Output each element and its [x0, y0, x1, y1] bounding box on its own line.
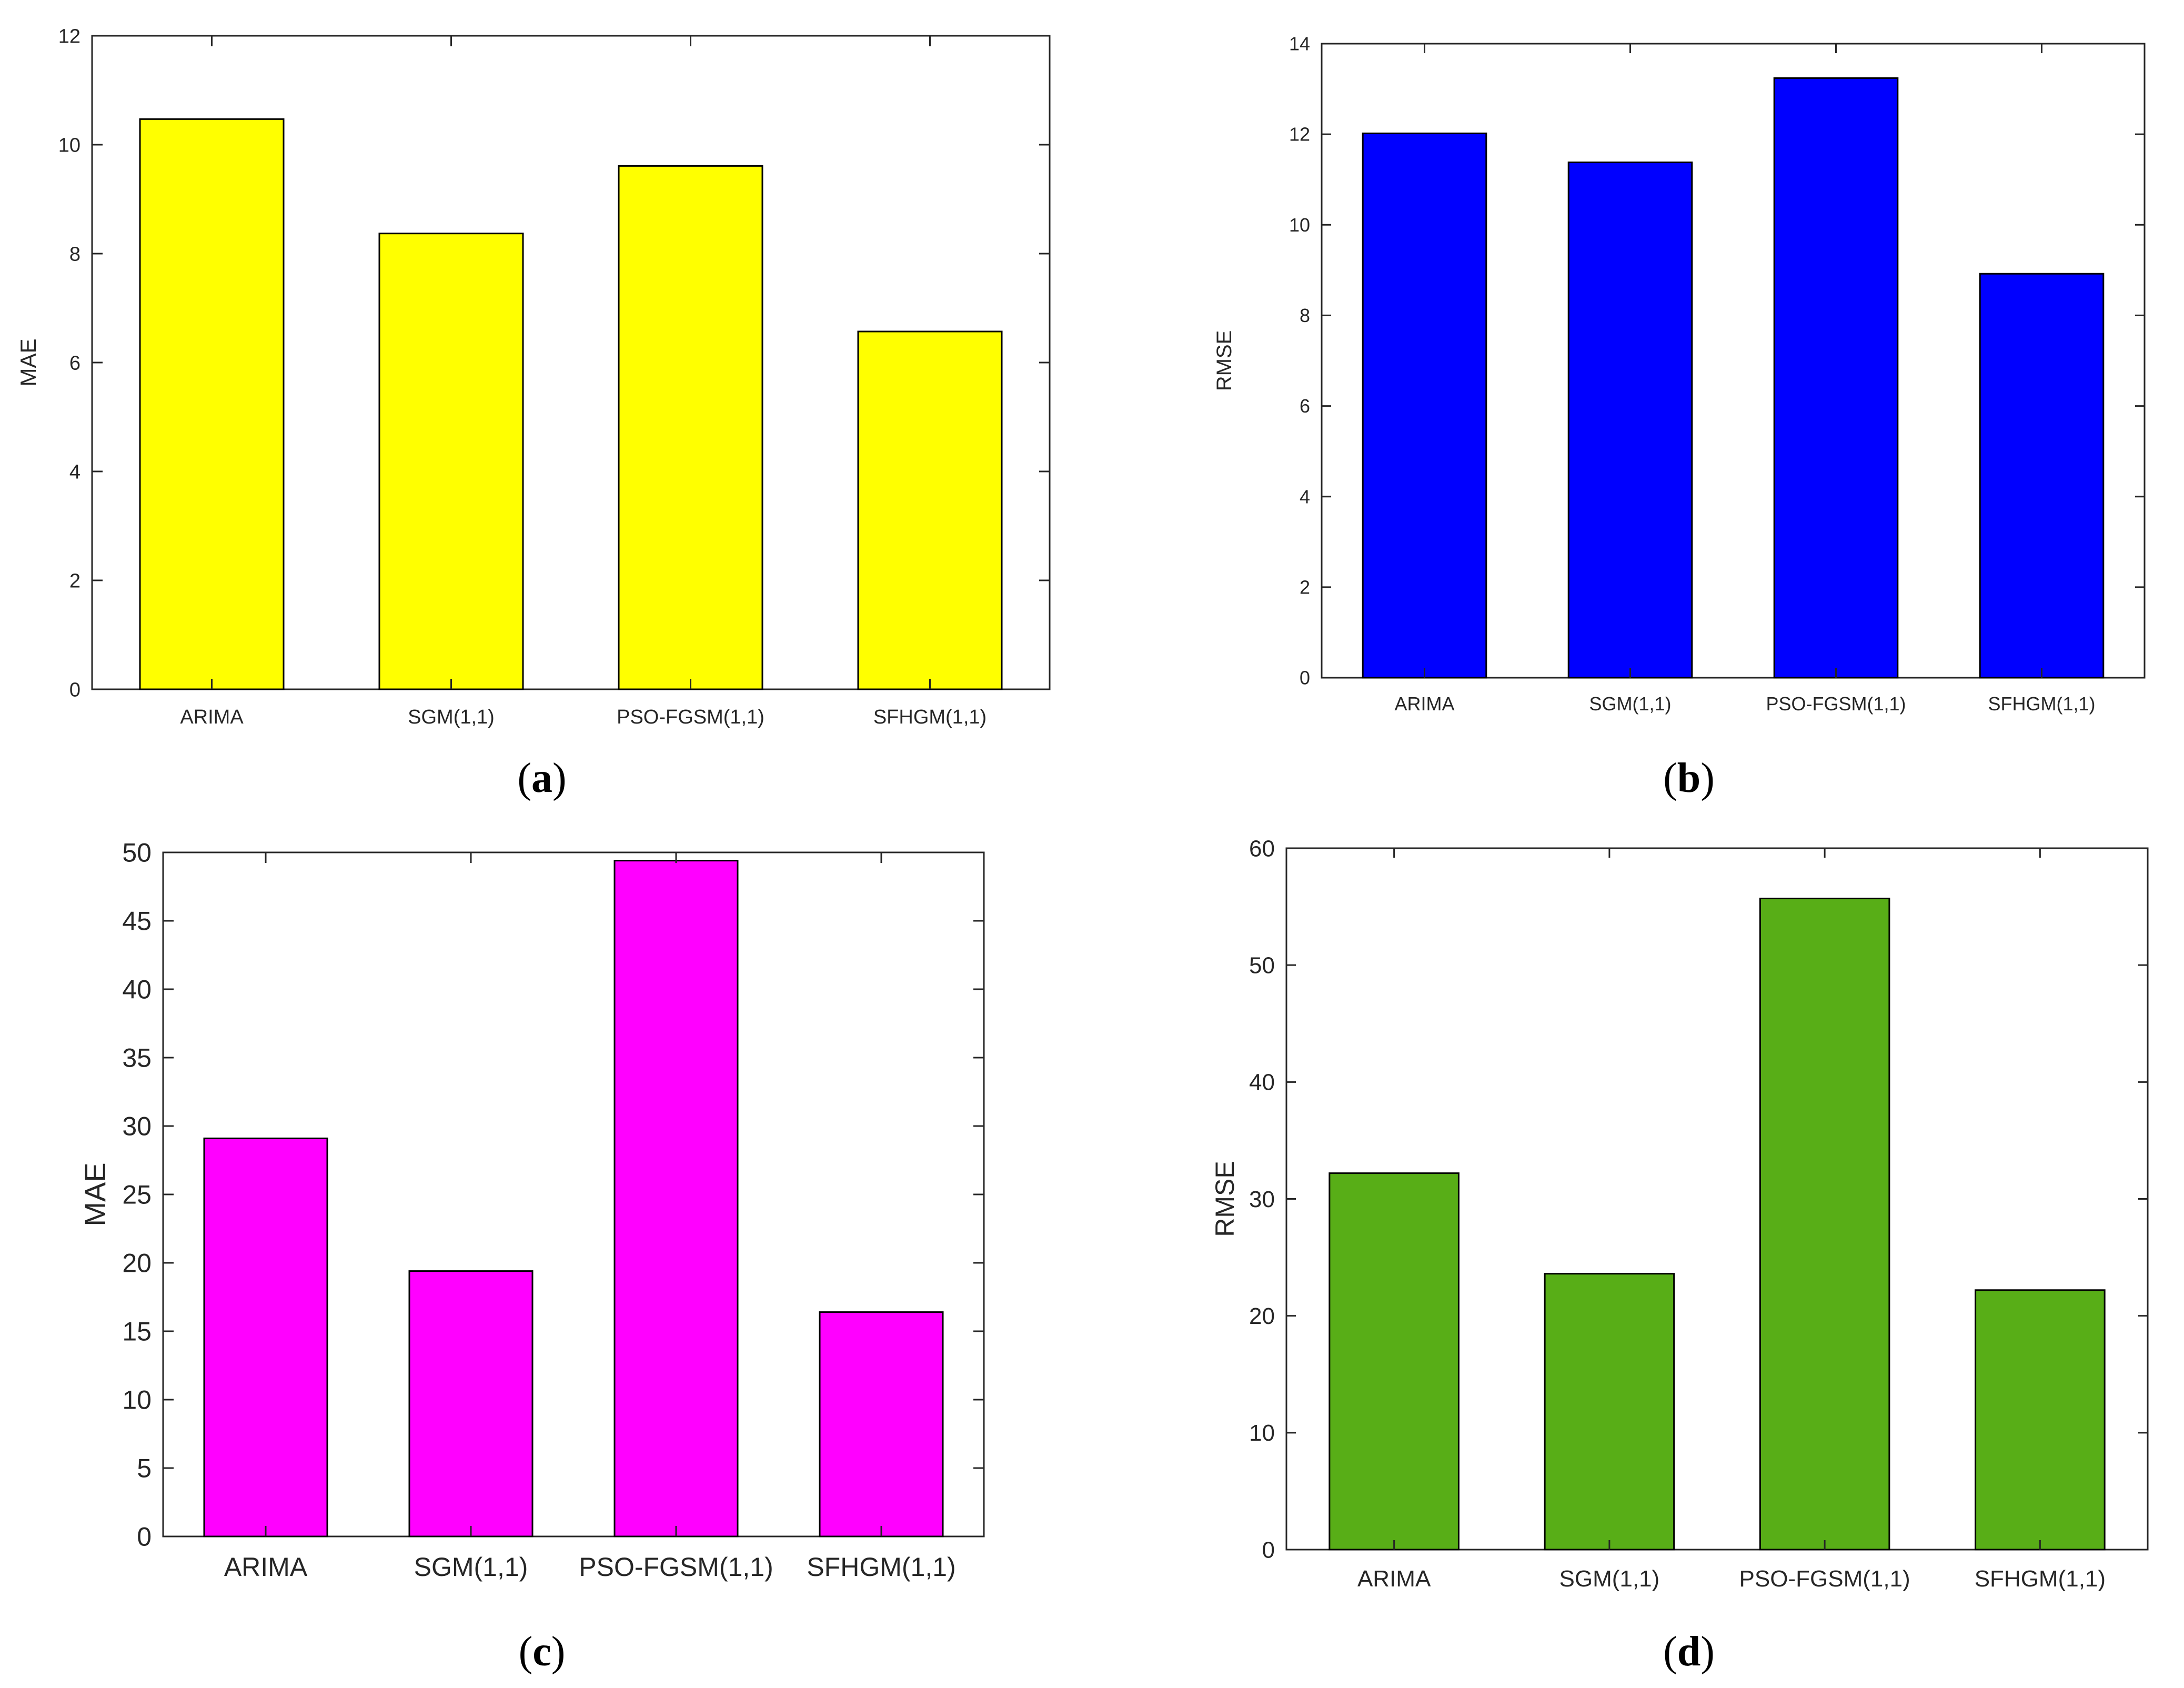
bar-sfhgm-1-1: [819, 1311, 944, 1538]
x-tick-label: SGM(1,1): [1559, 1566, 1660, 1592]
panel-label: (b): [1663, 755, 1715, 801]
x-tick-label: PSO-FGSM(1,1): [1739, 1566, 1910, 1592]
y-axis-label: RMSE: [1213, 330, 1236, 391]
y-tick-label: 10: [58, 134, 80, 156]
y-tick-label: 8: [69, 243, 80, 265]
x-tick-label: ARIMA: [180, 706, 244, 728]
panel-label: (a): [517, 755, 566, 801]
bar-sgm-1-1: [408, 1270, 534, 1538]
bar-sfhgm-1-1: [857, 330, 1003, 690]
y-tick-label: 10: [1249, 1420, 1275, 1446]
bar-pso-fgsm-1-1: [1759, 898, 1890, 1551]
y-tick-label: 4: [1300, 486, 1310, 507]
x-tick-label: SGM(1,1): [414, 1552, 528, 1582]
y-tick-label: 20: [1249, 1303, 1275, 1329]
x-tick-label: SFHGM(1,1): [873, 706, 987, 728]
y-tick-label: 8: [1300, 305, 1310, 326]
y-tick-label: 30: [122, 1112, 152, 1141]
y-tick-label: 12: [58, 25, 80, 47]
y-tick-label: 60: [1249, 836, 1275, 861]
y-tick-label: 2: [69, 570, 80, 592]
y-tick-label: 2: [1300, 576, 1310, 598]
bar-pso-fgsm-1-1: [618, 165, 763, 690]
bar-pso-fgsm-1-1: [1773, 77, 1899, 679]
x-tick-label: PSO-FGSM(1,1): [579, 1552, 773, 1582]
y-tick-label: 4: [69, 461, 80, 483]
y-tick-label: 25: [122, 1180, 152, 1210]
y-tick-label: 0: [1300, 667, 1310, 689]
bar-arima: [1328, 1172, 1460, 1551]
y-axis-label: MAE: [16, 338, 41, 386]
x-tick-label: SGM(1,1): [1589, 693, 1671, 715]
y-tick-label: 6: [1300, 395, 1310, 417]
y-tick-label: 6: [69, 352, 80, 374]
y-tick-label: 5: [137, 1454, 152, 1483]
y-tick-label: 35: [122, 1043, 152, 1073]
chart-panel-d: ARIMA SGM(1,1) PSO-FGSM(1,1) SFHGM(1,1) 0 10 2…: [1210, 836, 2149, 1675]
x-tick-label: ARIMA: [1394, 693, 1454, 715]
x-tick-label: SFHGM(1,1): [1988, 693, 2095, 715]
bar-arima: [139, 118, 285, 690]
bar-sgm-1-1: [1544, 1273, 1675, 1551]
x-tick-label: SFHGM(1,1): [1975, 1566, 2106, 1592]
y-tick-label: 40: [1249, 1070, 1275, 1096]
bar-arima: [1362, 132, 1487, 679]
chart-panel-a: ARIMA SGM(1,1) PSO-FGSM(1,1) SFHGM(1,1) 0 2 4 6…: [16, 25, 1051, 801]
y-tick-label: 30: [1249, 1187, 1275, 1212]
y-tick-label: 10: [1289, 214, 1310, 236]
y-tick-label: 10: [122, 1385, 152, 1415]
y-axis-label: MAE: [78, 1162, 112, 1226]
x-tick-label: ARIMA: [224, 1552, 308, 1582]
plot-area-frame: [1321, 43, 2146, 679]
bar-sfhgm-1-1: [1979, 273, 2105, 679]
x-tick-label: SFHGM(1,1): [807, 1552, 955, 1582]
bar-sgm-1-1: [378, 233, 524, 690]
y-tick-label: 12: [1289, 124, 1310, 145]
y-tick-label: 15: [122, 1317, 152, 1347]
bar-arima: [203, 1137, 328, 1538]
y-axis-label: RMSE: [1210, 1161, 1240, 1237]
x-tick-label: ARIMA: [1357, 1566, 1431, 1592]
chart-panel-c: ARIMA SGM(1,1) PSO-FGSM(1,1) SFHGM(1,1) 0 5 10…: [78, 838, 985, 1675]
chart-panel-b: ARIMA SGM(1,1) PSO-FGSM(1,1) SFHGM(1,1) 0 2 4 6…: [1213, 33, 2146, 801]
panel-label: (d): [1663, 1629, 1715, 1675]
y-tick-label: 0: [1262, 1537, 1275, 1563]
y-tick-label: 40: [122, 975, 152, 1004]
x-tick-label: PSO-FGSM(1,1): [617, 706, 764, 728]
x-tick-label: PSO-FGSM(1,1): [1766, 693, 1906, 715]
panel-label: (c): [519, 1629, 566, 1675]
bar-sfhgm-1-1: [1975, 1289, 2106, 1551]
y-tick-label: 50: [1249, 953, 1275, 979]
y-tick-label: 50: [122, 838, 152, 868]
y-tick-label: 14: [1289, 33, 1310, 55]
y-tick-label: 45: [122, 907, 152, 936]
x-tick-label: SGM(1,1): [408, 706, 495, 728]
y-tick-label: 0: [137, 1522, 152, 1552]
y-tick-label: 20: [122, 1249, 152, 1278]
bar-sgm-1-1: [1567, 162, 1693, 679]
bar-pso-fgsm-1-1: [613, 860, 739, 1538]
y-tick-label: 0: [69, 679, 80, 701]
